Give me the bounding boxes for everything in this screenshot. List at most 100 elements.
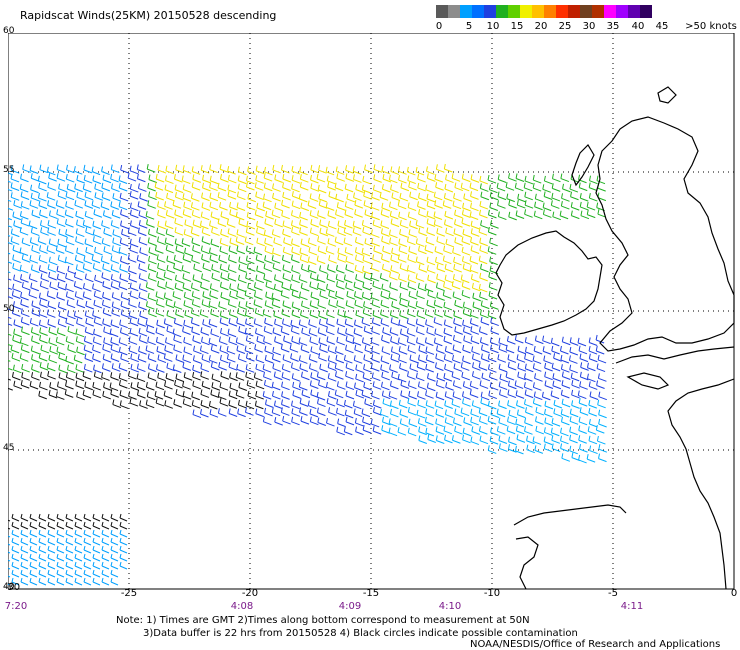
wind-barb [137, 227, 147, 237]
wind-barb [245, 371, 254, 381]
wind-barb [190, 282, 200, 292]
map-border [8, 33, 735, 590]
wind-barb [353, 192, 362, 202]
wind-barb [514, 380, 524, 389]
wind-barb [274, 174, 283, 183]
wind-barb [417, 391, 426, 400]
wind-barb [488, 290, 498, 300]
wind-barb [157, 164, 167, 174]
wind-barb [202, 262, 212, 272]
wind-barb [497, 200, 506, 209]
wind-barb [328, 191, 338, 200]
wind-barb [244, 407, 254, 416]
wind-barb [49, 346, 58, 355]
wind-barb [424, 416, 434, 426]
wind-barb [173, 174, 183, 183]
wind-barb [406, 318, 416, 327]
wind-barb [273, 283, 283, 293]
wind-barb [85, 300, 94, 310]
wind-barb [48, 326, 58, 336]
wind-map[interactable] [8, 33, 735, 590]
wind-barb [425, 354, 435, 364]
wind-barb [38, 537, 47, 546]
wind-barb [480, 300, 490, 310]
wind-barb [200, 363, 210, 373]
wind-barb [454, 326, 463, 335]
wind-barb [379, 409, 389, 418]
wind-barb [334, 236, 344, 246]
wind-barb [391, 192, 401, 202]
wind-barb [282, 264, 292, 274]
wind-barb [58, 372, 68, 382]
wind-barb [101, 299, 111, 309]
wind-barb [336, 398, 345, 408]
wind-barb [415, 318, 425, 328]
wind-barb [569, 434, 578, 444]
wind-barb [569, 183, 579, 193]
wind-barb [56, 218, 66, 228]
wind-barb [64, 245, 74, 255]
wind-barb [407, 371, 416, 380]
wind-barb [427, 290, 436, 299]
wind-barb [418, 227, 427, 237]
wind-barb [8, 287, 13, 290]
wind-barb [497, 211, 507, 221]
wind-barb [236, 202, 246, 211]
wind-barb [65, 236, 75, 246]
wind-barb [245, 255, 255, 265]
wind-barb [264, 345, 274, 355]
wind-barb [246, 263, 256, 272]
wind-barb [56, 569, 65, 578]
wind-barb [111, 363, 121, 372]
wind-barb [390, 354, 400, 363]
wind-barb [478, 283, 488, 293]
wind-barb [31, 308, 41, 317]
wind-barb [451, 399, 461, 408]
wind-barb [84, 326, 94, 336]
wind-barb [417, 399, 426, 409]
wind-barb [345, 264, 354, 273]
wind-barb [345, 371, 354, 380]
wind-barb [409, 354, 419, 364]
wind-barb [418, 426, 427, 436]
legend-label: 10 [486, 21, 500, 32]
wind-barb [508, 211, 517, 221]
wind-barb [442, 290, 452, 299]
wind-barb [47, 553, 56, 562]
wind-barb [362, 265, 371, 275]
wind-barb [580, 210, 590, 220]
wind-barb [291, 165, 301, 175]
wind-map-canvas[interactable] [8, 33, 735, 590]
wind-barb [462, 263, 472, 273]
wind-barb [299, 166, 308, 176]
wind-barb [84, 353, 94, 362]
wind-barb [219, 246, 229, 255]
wind-barb [461, 218, 471, 227]
wind-barb [372, 219, 382, 229]
wind-barb [561, 371, 571, 380]
wind-barb [76, 318, 85, 327]
wind-barb [119, 264, 128, 273]
wind-barb [489, 381, 499, 391]
wind-barb [580, 362, 589, 371]
wind-barb [75, 264, 85, 273]
wind-barb [65, 273, 74, 282]
wind-barb [201, 192, 210, 202]
wind-barb [461, 173, 471, 183]
wind-barb [156, 319, 165, 329]
wind-barb [110, 201, 120, 210]
wind-barb [281, 254, 291, 264]
wind-barb [166, 192, 175, 202]
wind-barb [452, 344, 462, 354]
wind-barb [406, 336, 416, 346]
wind-barb [246, 220, 256, 230]
wind-barb [19, 337, 29, 347]
wind-barb [380, 290, 390, 300]
wind-barb [426, 210, 436, 220]
wind-barb [244, 290, 254, 299]
wind-barb [282, 354, 292, 364]
wind-barb [146, 391, 156, 401]
wind-barb [462, 202, 471, 212]
wind-barb [101, 182, 111, 192]
wind-barb [362, 255, 372, 264]
